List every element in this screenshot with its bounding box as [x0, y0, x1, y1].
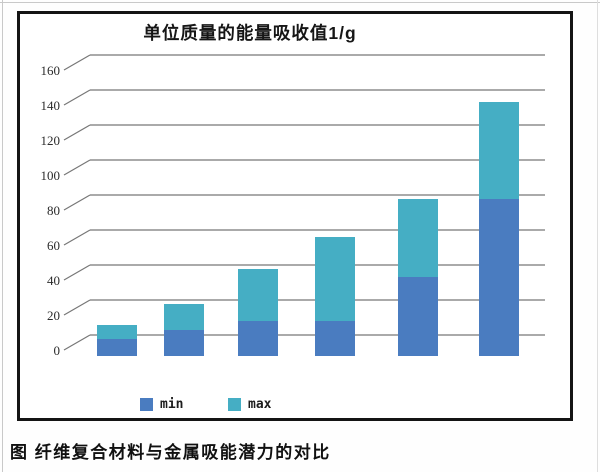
y-axis-tick-label: 20: [47, 308, 60, 323]
legend-swatch-min: [140, 397, 153, 411]
bar-segment-max: [238, 268, 278, 321]
bar-segment-min: [97, 338, 137, 356]
axis-tick-connector: [63, 89, 91, 106]
bar-segment-max: [398, 198, 438, 278]
legend-item-min: min: [140, 397, 183, 411]
axis-tick-connector: [63, 159, 91, 176]
scan-border-left: [2, 0, 3, 472]
bar-segment-min: [398, 277, 438, 356]
y-axis-tick-label: 100: [40, 168, 61, 183]
legend-item-max: max: [228, 397, 271, 411]
legend-swatch-max: [228, 397, 241, 411]
legend-label: max: [248, 396, 272, 412]
legend-label: min: [160, 396, 184, 412]
bar-segment-max: [97, 324, 137, 339]
chart-title: 单位质量的能量吸收值1/g: [143, 23, 357, 43]
y-axis-tick-label: 80: [47, 203, 60, 218]
axis-tick-connector: [63, 124, 91, 141]
axis-tick-connector: [63, 334, 91, 351]
figure-caption: 图 纤维复合材料与金属吸能潜力的对比: [10, 443, 331, 462]
y-axis-tick-label: 140: [40, 98, 61, 113]
axis-tick-connector: [63, 54, 91, 71]
axis-tick-connector: [63, 194, 91, 211]
bar-segment-max: [164, 303, 204, 330]
bar-segment-max: [479, 102, 519, 199]
bar-segment-min: [479, 198, 519, 356]
bar-segment-min: [164, 329, 204, 356]
scan-border-top: [0, 2, 600, 3]
bar-segment-max: [315, 237, 355, 321]
axis-tick-connector: [63, 229, 91, 246]
bar-segment-min: [238, 321, 278, 356]
y-axis-tick-label: 40: [47, 273, 60, 288]
y-axis-tick-label: 120: [40, 133, 61, 148]
axis-tick-connector: [63, 299, 91, 316]
axis-tick-connector: [63, 264, 91, 281]
y-axis-tick-label: 60: [47, 238, 60, 253]
scan-border-right: [597, 0, 598, 472]
bar-segment-min: [315, 321, 355, 356]
y-axis-tick-label: 0: [53, 343, 61, 358]
y-axis-tick-label: 160: [40, 63, 61, 78]
